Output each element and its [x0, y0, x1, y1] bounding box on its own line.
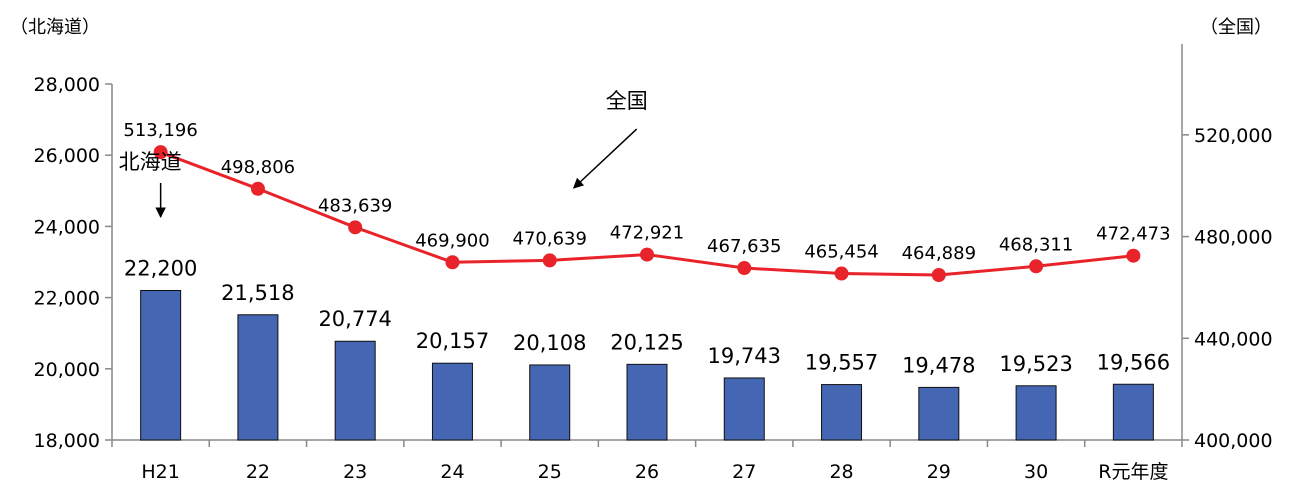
line-point	[542, 253, 557, 268]
line-point	[737, 261, 752, 276]
right-tick-label: 400,000	[1194, 430, 1273, 452]
x-tick-label: 25	[538, 461, 562, 483]
bar-data-label: 20,774	[318, 307, 391, 331]
bar	[237, 314, 279, 441]
bar-data-label: 20,125	[610, 330, 683, 354]
bar	[918, 386, 960, 441]
bar-data-label: 19,743	[708, 344, 781, 368]
left-tick-label: 24,000	[34, 216, 100, 238]
bar-data-label: 20,108	[513, 331, 586, 355]
annotation-arrow-national	[572, 128, 638, 189]
x-tick-label: 26	[635, 461, 659, 483]
line-point	[931, 267, 946, 282]
line-data-label: 498,806	[221, 157, 295, 178]
x-tick-label: H21	[141, 461, 179, 483]
x-tick-label: 28	[829, 461, 853, 483]
annotation-hokkaido: 北海道	[119, 150, 182, 174]
right-axis-unit: （全国）	[1200, 17, 1272, 38]
left-axis-unit: （北海道）	[10, 17, 100, 38]
line-point	[1029, 259, 1044, 274]
left-tick-label: 28,000	[34, 74, 100, 96]
line-data-label: 464,889	[902, 243, 976, 264]
bar	[431, 362, 473, 441]
left-tick-label: 18,000	[34, 430, 100, 452]
line-point	[1126, 248, 1141, 263]
line-point	[834, 266, 849, 281]
bar	[723, 377, 765, 441]
bar	[334, 340, 376, 441]
x-tick-label: 22	[246, 461, 270, 483]
line-point	[153, 145, 168, 160]
line-data-label: 468,311	[999, 234, 1073, 255]
left-tick-label: 26,000	[34, 145, 100, 167]
x-tick-label: 27	[732, 461, 756, 483]
line-data-label: 465,454	[804, 242, 878, 263]
bar	[1015, 385, 1057, 441]
line-data-label: 513,196	[123, 120, 197, 141]
bar-data-label: 22,200	[124, 256, 197, 280]
line-data-label: 467,635	[707, 236, 781, 257]
left-tick-label: 20,000	[34, 359, 100, 381]
bar-data-label: 19,566	[1097, 350, 1170, 374]
x-tick-label: 23	[343, 461, 367, 483]
line-data-label: 469,900	[415, 230, 489, 251]
line-data-label: 472,473	[1096, 224, 1170, 245]
line-point	[250, 181, 265, 196]
line-data-label: 472,921	[610, 223, 684, 244]
line-data-label: 483,639	[318, 195, 392, 216]
bar-data-label: 19,557	[805, 351, 878, 375]
line-point	[640, 247, 654, 262]
bar-data-label: 21,518	[221, 281, 294, 305]
annotation-national: 全国	[606, 89, 648, 113]
right-tick-label: 520,000	[1194, 125, 1273, 147]
bar	[626, 363, 668, 441]
x-tick-label: 24	[440, 461, 464, 483]
line-data-label: 470,639	[513, 228, 587, 249]
bar-data-label: 20,157	[416, 329, 489, 353]
bar	[529, 364, 571, 441]
x-tick-label: 30	[1024, 461, 1048, 483]
right-tick-label: 480,000	[1194, 227, 1273, 249]
bar	[140, 289, 182, 441]
bar	[1112, 383, 1154, 441]
bar-data-label: 19,478	[902, 353, 975, 377]
line-point	[445, 255, 460, 270]
x-tick-label: R元年度	[1098, 461, 1168, 483]
right-tick-label: 440,000	[1194, 328, 1273, 350]
x-tick-label: 29	[927, 461, 951, 483]
bar-data-label: 19,523	[999, 352, 1072, 376]
line-point	[348, 220, 363, 235]
bar	[821, 384, 863, 441]
left-tick-label: 22,000	[34, 288, 100, 310]
